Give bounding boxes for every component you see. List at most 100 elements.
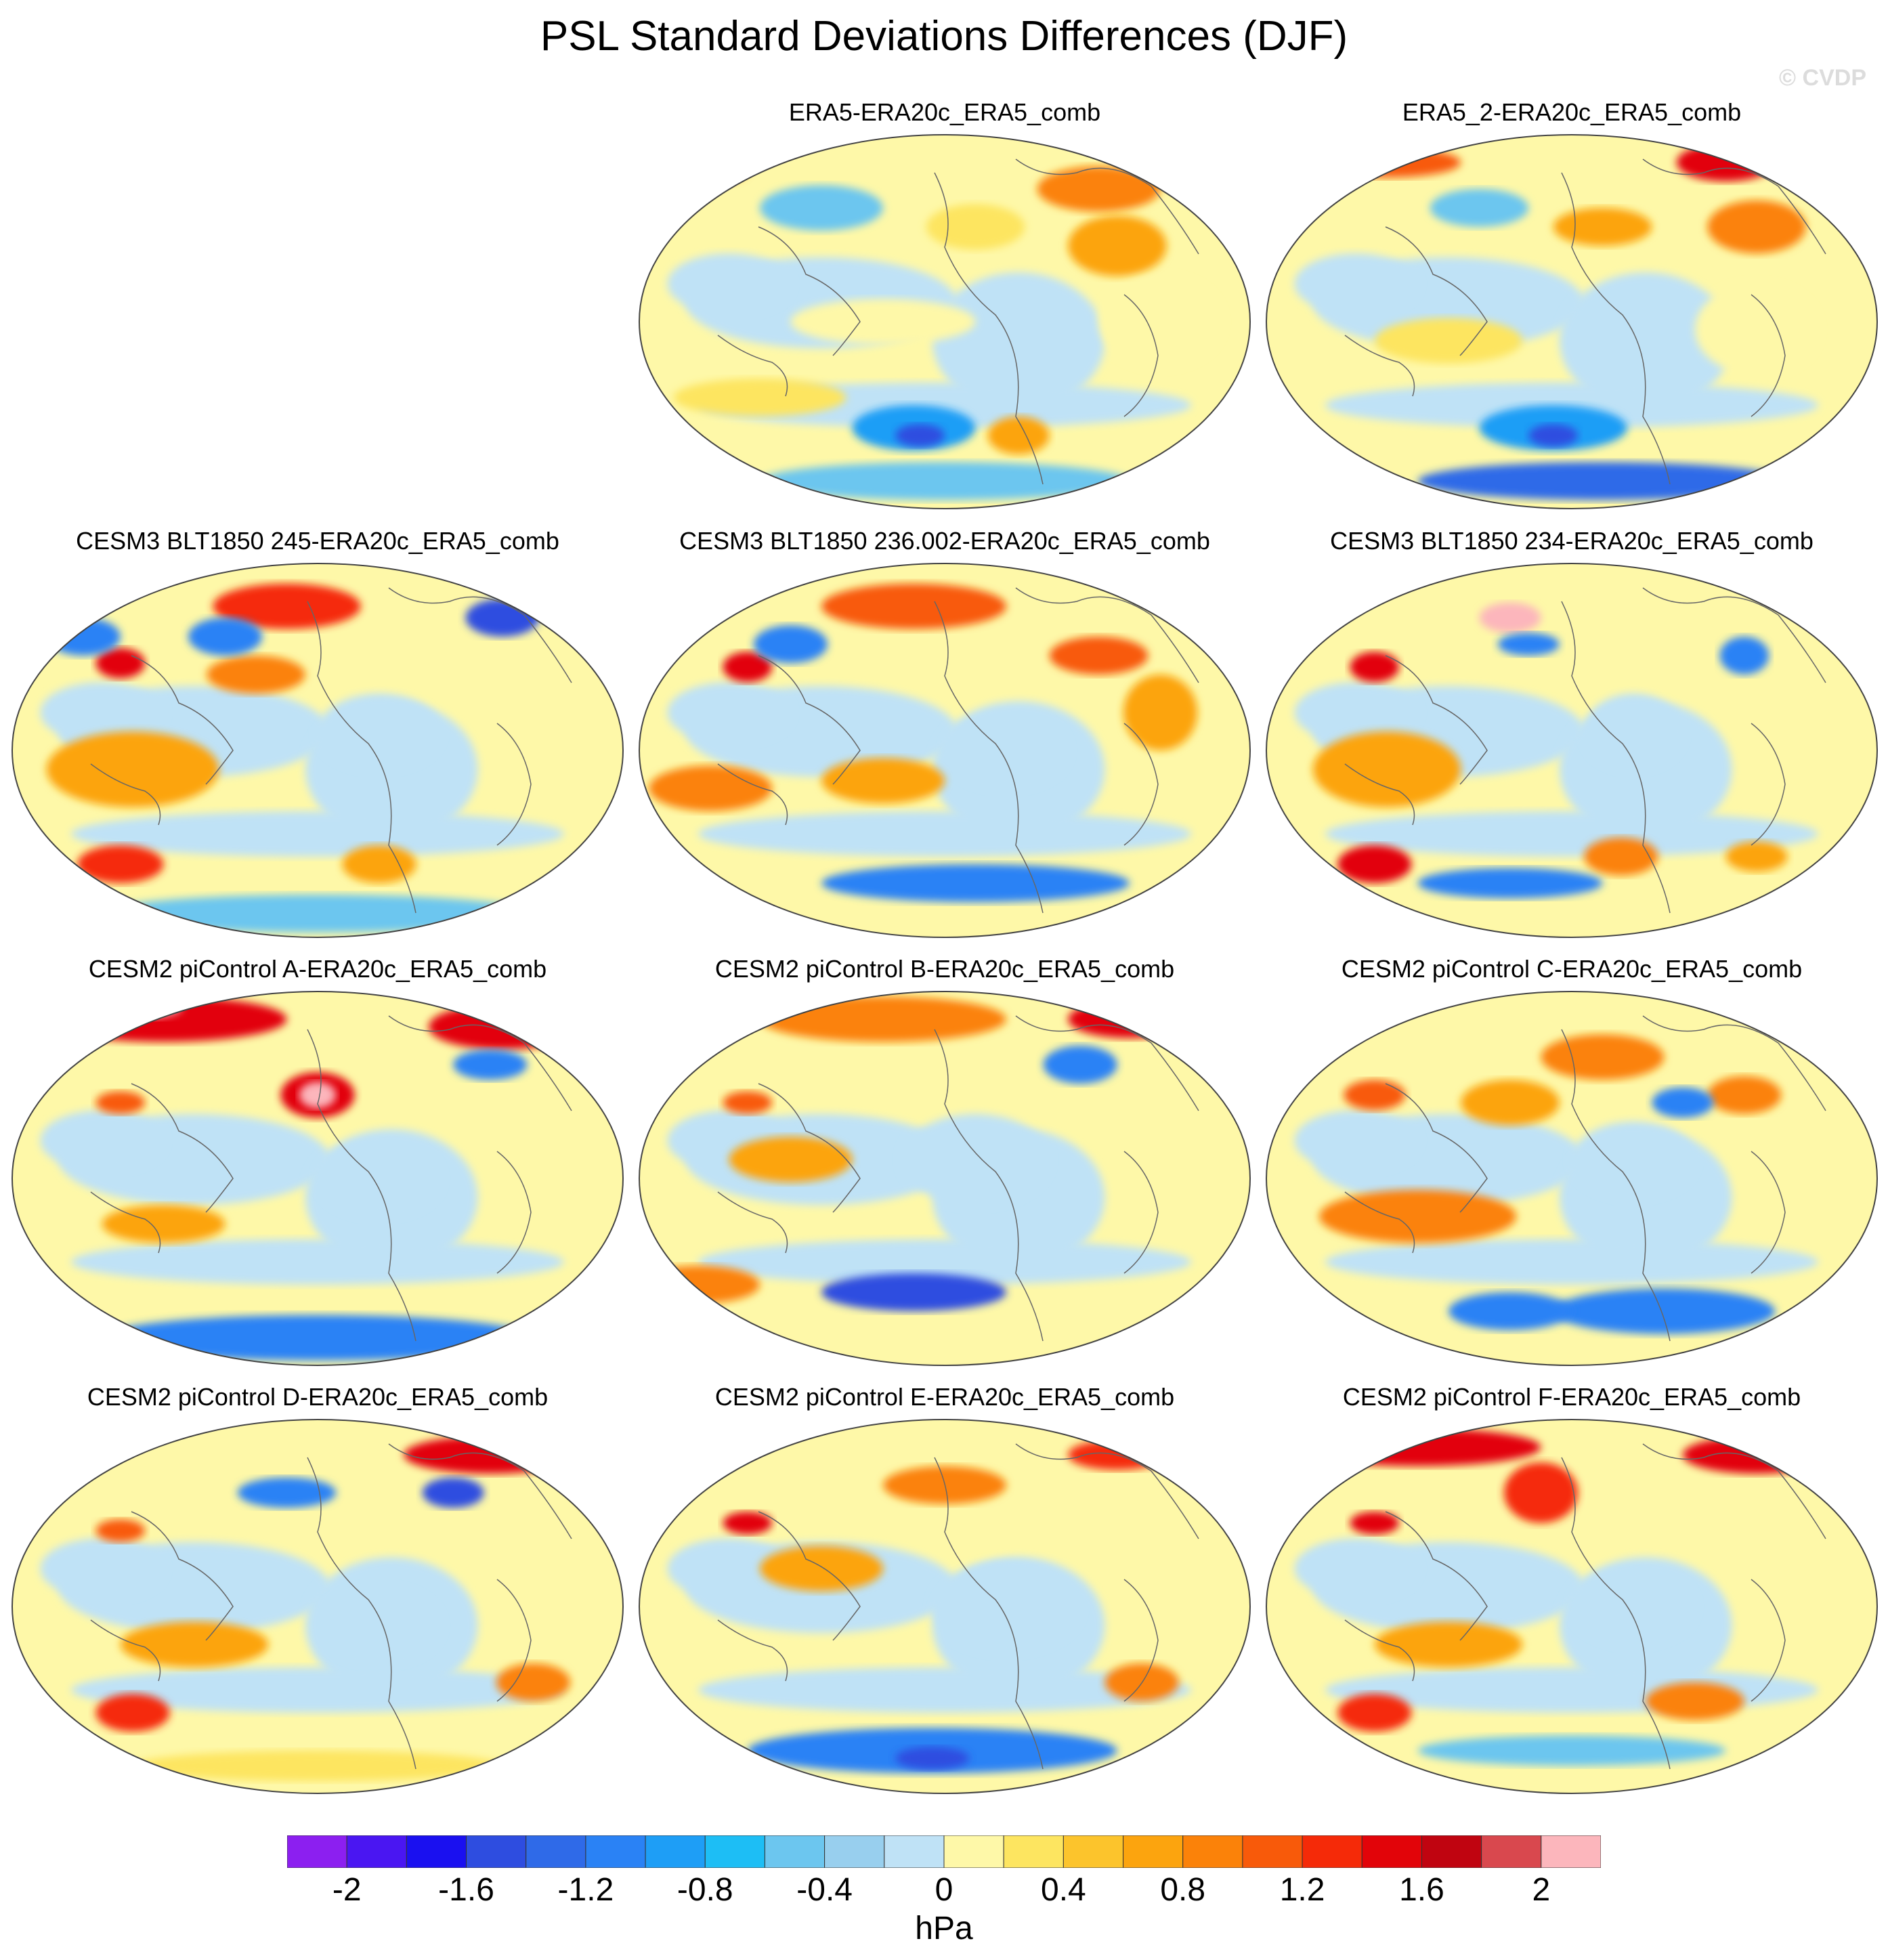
coastline (496, 1579, 532, 1702)
colorbar-box (346, 1835, 407, 1868)
coastline (1344, 1619, 1415, 1682)
anomaly-region (1682, 1436, 1831, 1474)
coastline (934, 172, 1044, 485)
field-region (1294, 1110, 1418, 1171)
colorbar-box (1302, 1835, 1363, 1868)
anomaly-region (723, 652, 773, 683)
field-region (698, 1667, 1191, 1713)
coastline (717, 763, 788, 826)
field-region (1294, 253, 1418, 314)
anomaly-region (760, 462, 1130, 500)
colorbar-tick-label: 0.4 (1040, 1872, 1086, 1908)
anomaly-region (639, 1265, 760, 1304)
map-panel-cesm2-a: CESM2 piControl A-ERA20c_ERA5_comb (9, 955, 626, 1375)
colorbar-box (1063, 1835, 1124, 1868)
anomaly-region (95, 1693, 170, 1732)
coastline (1751, 1151, 1786, 1274)
anomaly-region (1719, 637, 1769, 675)
map-cesm3-234 (1266, 563, 1878, 938)
coastline (717, 1619, 788, 1682)
colorbar-box (943, 1835, 1004, 1868)
map-border (12, 563, 624, 938)
coastline (1751, 723, 1786, 846)
colorbar-box (406, 1835, 467, 1868)
coastline (90, 763, 161, 826)
anomaly-region (760, 996, 1006, 1042)
colorbar-tick-label: -1.6 (438, 1872, 494, 1908)
colorbar-box (1123, 1835, 1184, 1868)
coastline (1642, 1015, 1826, 1111)
field-region (40, 1538, 164, 1599)
colorbar-tick-label: -0.8 (677, 1872, 733, 1908)
anomaly-region (465, 599, 540, 637)
field-region (1325, 382, 1818, 428)
anomaly-region (821, 583, 1006, 629)
colorbar-tick-label: 2 (1532, 1872, 1551, 1908)
anomaly-region (1707, 1075, 1782, 1114)
anomaly-region (1479, 602, 1541, 633)
anomaly-region (102, 1205, 226, 1243)
anomaly-region (790, 299, 976, 345)
anomaly-region (1344, 1080, 1406, 1111)
coastline (388, 1015, 572, 1111)
anomaly-region (1503, 1462, 1579, 1523)
coastline (1385, 655, 1488, 785)
anomaly-region (649, 765, 773, 811)
anomaly-region (1449, 1292, 1572, 1330)
anomaly-region (1417, 868, 1603, 899)
coastline (1385, 1511, 1488, 1641)
map-panel-cesm2-b: CESM2 piControl B-ERA20c_ERA5_comb (637, 955, 1253, 1375)
coastline (1642, 1443, 1826, 1539)
coastline (1561, 1029, 1671, 1342)
colorbar-box (1242, 1835, 1303, 1868)
anomaly-region (1037, 166, 1161, 212)
anomaly-region (1646, 1682, 1744, 1720)
map-border (639, 1419, 1251, 1794)
panel-title: CESM2 piControl E-ERA20c_ERA5_comb (714, 1383, 1175, 1411)
anomaly-region (102, 894, 534, 933)
anomaly-region (1652, 1087, 1714, 1118)
colorbar-box (704, 1835, 765, 1868)
colorbar (287, 1835, 1601, 1868)
coastline (1123, 1151, 1159, 1274)
coastline (1344, 763, 1415, 826)
anomaly-region (1572, 1569, 1695, 1644)
map-panel-cesm3-236: CESM3 BLT1850 236.002-ERA20c_ERA5_comb (637, 527, 1253, 947)
field-region (667, 253, 791, 314)
anomaly-region (1497, 633, 1560, 656)
map-cesm2-d (12, 1419, 624, 1794)
anomaly-region (46, 618, 121, 656)
anomaly-region (120, 1621, 269, 1667)
coastline (1642, 158, 1826, 255)
anomaly-region (496, 1663, 571, 1701)
anomaly-region (723, 1091, 773, 1114)
anomaly-region (1098, 276, 1222, 368)
anomaly-region (1541, 1034, 1665, 1080)
coastline (131, 1083, 234, 1213)
anomaly-region (673, 379, 846, 417)
anomaly-region (102, 1315, 534, 1361)
watermark: © CVDP (1779, 65, 1866, 91)
coastline (1344, 1191, 1415, 1254)
colorbar-box (1003, 1835, 1064, 1868)
coastline (1561, 1457, 1671, 1770)
colorbar-box (1361, 1835, 1422, 1868)
field-region (698, 1239, 1191, 1285)
coastline (717, 335, 788, 397)
panel-title: ERA5-ERA20c_ERA5_comb (788, 98, 1101, 126)
coastline (1385, 226, 1488, 356)
field-region (1294, 682, 1418, 743)
anomaly-region (213, 583, 361, 629)
coastline (307, 601, 416, 914)
anomaly-region (95, 1091, 146, 1114)
map-border (1266, 991, 1878, 1366)
anomaly-region (318, 1588, 441, 1663)
coastline (934, 1029, 1044, 1342)
map-panel-cesm2-c: CESM2 piControl C-ERA20c_ERA5_comb (1264, 955, 1880, 1375)
coastline (90, 1191, 161, 1254)
anomaly-region (40, 996, 287, 1042)
coastline (934, 1457, 1044, 1770)
field-region (40, 682, 164, 743)
colorbar-tick-label: -2 (332, 1872, 362, 1908)
coastline (496, 1151, 532, 1274)
